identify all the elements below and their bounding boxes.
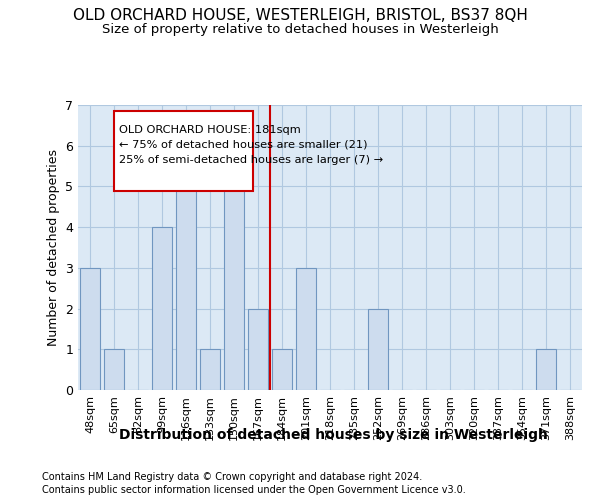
Bar (152, 227, 172, 390)
Text: OLD ORCHARD HOUSE: 181sqm
← 75% of detached houses are smaller (21)
25% of semi-: OLD ORCHARD HOUSE: 181sqm ← 75% of detac… (119, 125, 383, 164)
Text: Distribution of detached houses by size in Westerleigh: Distribution of detached houses by size … (119, 428, 547, 442)
Bar (80, 268, 100, 390)
Bar (248, 308, 268, 390)
Text: Size of property relative to detached houses in Westerleigh: Size of property relative to detached ho… (101, 22, 499, 36)
Text: Contains HM Land Registry data © Crown copyright and database right 2024.: Contains HM Land Registry data © Crown c… (42, 472, 422, 482)
Text: OLD ORCHARD HOUSE, WESTERLEIGH, BRISTOL, BS37 8QH: OLD ORCHARD HOUSE, WESTERLEIGH, BRISTOL,… (73, 8, 527, 22)
Y-axis label: Number of detached properties: Number of detached properties (47, 149, 59, 346)
FancyBboxPatch shape (114, 110, 253, 190)
Bar (224, 146, 244, 390)
Bar (272, 350, 292, 390)
Text: Contains public sector information licensed under the Open Government Licence v3: Contains public sector information licen… (42, 485, 466, 495)
Bar (536, 350, 556, 390)
Bar (368, 308, 388, 390)
Bar (200, 350, 220, 390)
Bar (296, 268, 316, 390)
Bar (176, 186, 196, 390)
Bar (104, 350, 124, 390)
